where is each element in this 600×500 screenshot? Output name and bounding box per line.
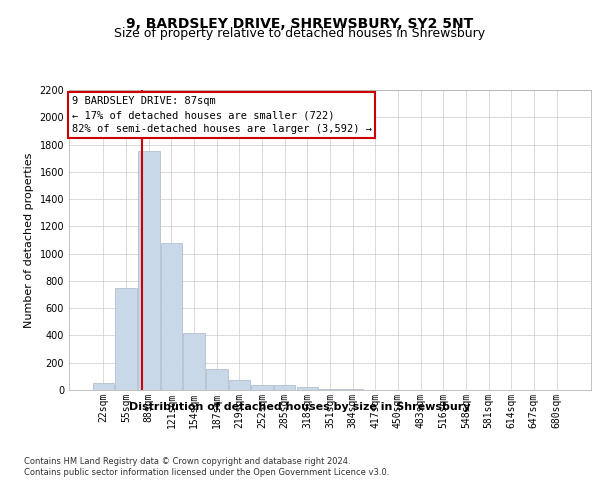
Text: Contains HM Land Registry data © Crown copyright and database right 2024.
Contai: Contains HM Land Registry data © Crown c… [24,458,389,477]
Bar [296,386,318,390]
Bar [206,369,227,390]
Text: Size of property relative to detached houses in Shrewsbury: Size of property relative to detached ho… [115,28,485,40]
Text: 9, BARDSLEY DRIVE, SHREWSBURY, SY2 5NT: 9, BARDSLEY DRIVE, SHREWSBURY, SY2 5NT [127,18,473,32]
Bar [138,152,160,390]
Bar [319,388,341,390]
Y-axis label: Number of detached properties: Number of detached properties [24,152,34,328]
Bar [274,385,295,390]
Bar [93,383,114,390]
Bar [184,334,205,390]
Text: 9 BARDSLEY DRIVE: 87sqm
← 17% of detached houses are smaller (722)
82% of semi-d: 9 BARDSLEY DRIVE: 87sqm ← 17% of detache… [71,96,371,134]
Bar [161,244,182,390]
Text: Distribution of detached houses by size in Shrewsbury: Distribution of detached houses by size … [129,402,471,412]
Bar [251,384,273,390]
Bar [115,288,137,390]
Bar [229,380,250,390]
